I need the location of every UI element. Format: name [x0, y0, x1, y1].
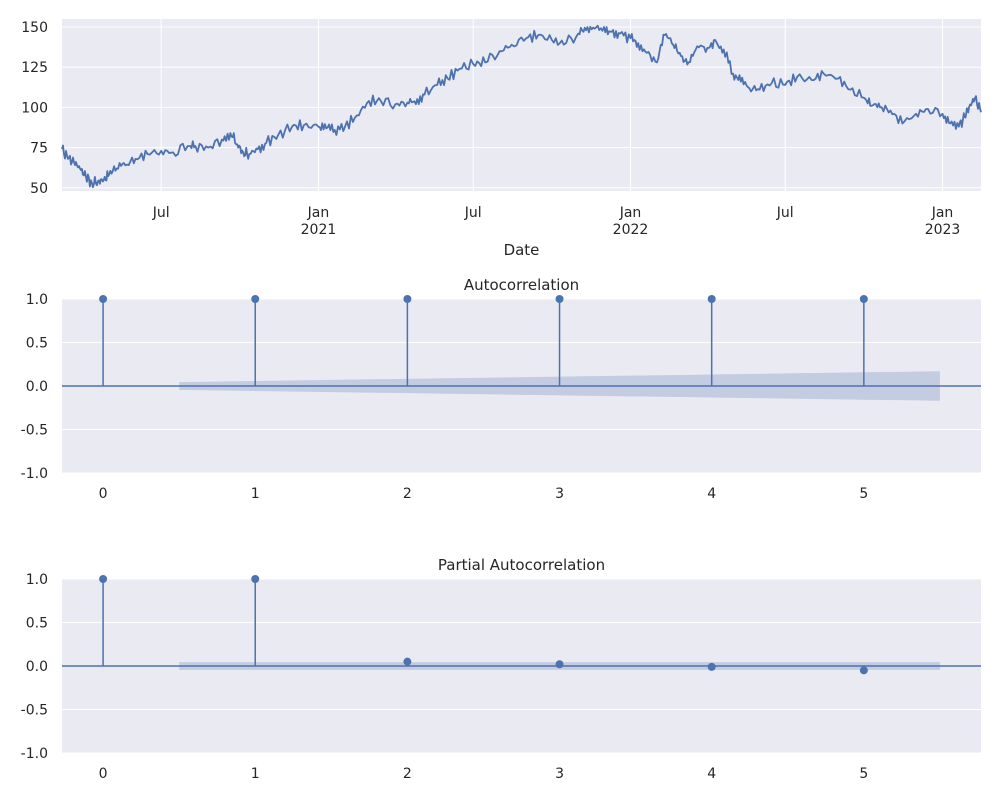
x-tick-year-label: 2022 [613, 222, 649, 238]
y-tick-label: -1.0 [21, 746, 48, 762]
x-tick-label: Jan [619, 205, 642, 221]
y-tick-label: -1.0 [21, 466, 48, 482]
stem-marker [859, 666, 868, 675]
stem-marker [251, 575, 260, 583]
x-tick-label: 1 [251, 766, 260, 782]
y-tick-label: 1.0 [26, 572, 48, 588]
x-tick-label: Jul [464, 205, 482, 221]
y-tick-label: 0.0 [26, 379, 48, 395]
x-tick-label: 2 [403, 766, 412, 782]
y-tick-label: 150 [21, 20, 48, 36]
x-tick-label: Jul [776, 205, 794, 221]
pacf-title: Partial Autocorrelation [438, 556, 605, 574]
x-tick-year-label: 2021 [301, 222, 337, 238]
x-tick-label: 0 [99, 486, 108, 502]
stem-marker [707, 295, 716, 303]
x-tick-label: 4 [707, 766, 716, 782]
stem-marker [403, 295, 412, 303]
y-tick-label: 75 [30, 141, 48, 157]
x-tick-year-label: 2023 [925, 222, 961, 238]
x-tick-label: 0 [99, 766, 108, 782]
stem-marker [251, 295, 260, 303]
y-tick-label: 1.0 [26, 292, 48, 308]
x-tick-label: 5 [859, 486, 868, 502]
stem-marker [707, 662, 716, 671]
y-tick-label: 0.5 [26, 616, 48, 632]
x-tick-label: 3 [555, 486, 564, 502]
x-tick-label: 1 [251, 486, 260, 502]
stem-marker [859, 295, 868, 303]
stem-marker [555, 660, 564, 669]
acf-title: Autocorrelation [464, 276, 579, 294]
y-tick-label: 0.0 [26, 659, 48, 675]
x-tick-label: 2 [403, 486, 412, 502]
x-axis-label: Date [504, 241, 540, 259]
x-tick-label: Jul [152, 205, 170, 221]
y-tick-label: 100 [21, 100, 48, 116]
plot-area-price [62, 19, 981, 191]
x-tick-label: 5 [859, 766, 868, 782]
y-tick-label: -0.5 [21, 423, 48, 439]
stem-marker [99, 295, 108, 303]
x-tick-label: Jan [307, 205, 330, 221]
y-tick-label: 125 [21, 60, 48, 76]
stem-marker [99, 575, 108, 583]
x-tick-label: Jan [931, 205, 954, 221]
stem-marker [555, 295, 564, 303]
y-tick-label: 50 [30, 181, 48, 197]
price-series-line [61, 24, 982, 189]
x-tick-label: 4 [707, 486, 716, 502]
x-tick-label: 3 [555, 766, 564, 782]
stem-marker [403, 657, 412, 666]
y-tick-label: 0.5 [26, 336, 48, 352]
y-tick-label: -0.5 [21, 703, 48, 719]
